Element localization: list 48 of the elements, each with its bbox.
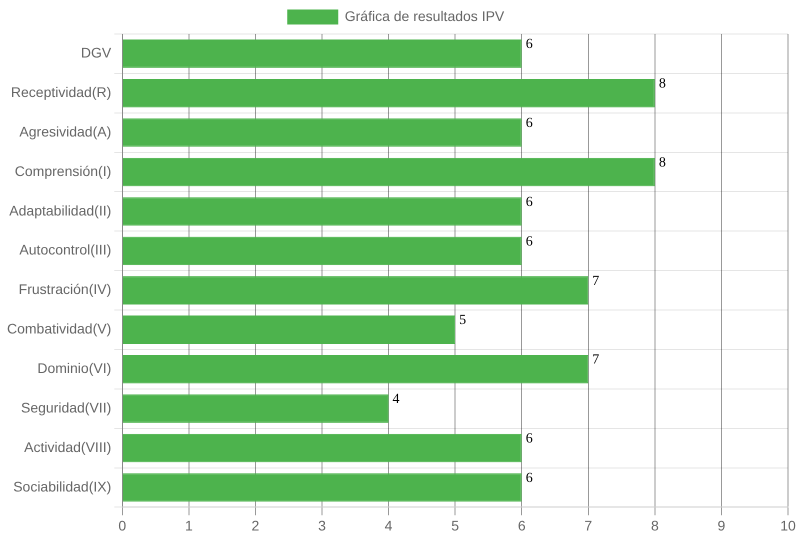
bar [122,78,655,108]
data-label: 8 [658,76,666,92]
x-tick-label: 4 [384,517,393,534]
data-label: 4 [392,392,400,408]
y-tick-label: Dominio(VI) [37,360,112,376]
bar [122,434,522,462]
y-tick-label: Comprensión(I) [14,162,112,179]
data-label: 6 [526,234,533,250]
y-tick-label: Agresividad(A) [19,123,112,140]
x-tick-label: 9 [718,517,726,534]
x-tick-label: 6 [518,517,526,534]
x-tick-label: 8 [650,517,659,534]
y-tick-label: DGV [80,44,112,61]
data-label: 8 [658,155,666,170]
data-label: 6 [526,37,533,52]
x-tick-label: 5 [451,517,460,534]
bar [122,354,588,384]
bar [122,197,522,226]
y-tick-label: Frustración(IV) [18,281,112,298]
legend-label: Gráfica de resultados IPV [344,8,505,24]
y-tick-label: Combatividad(V) [6,320,112,337]
bar [122,276,588,305]
y-tick-label: Autocontrol(III) [19,242,112,258]
y-tick-label: Actividad(VIII) [24,438,112,455]
x-tick-label: 2 [252,517,260,534]
bar [122,158,655,186]
bar [122,316,456,344]
x-tick-label: 3 [318,517,326,534]
data-label: 7 [592,352,600,368]
x-tick-label: 1 [184,517,193,534]
x-tick-label: 7 [584,517,592,534]
data-label: 5 [459,313,466,328]
bar [122,394,389,423]
bar [122,236,522,266]
y-tick-label: Receptividad(R) [10,84,112,100]
bar [122,40,522,68]
y-tick-label: Adaptabilidad(II) [9,202,112,218]
x-tick-label: 0 [118,517,126,534]
bar [122,473,522,502]
bar [122,118,522,147]
y-tick-label: Sociabilidad(IX) [13,478,112,494]
x-tick-label: 10 [780,517,796,534]
y-tick-label: Seguridad(VII) [20,399,112,416]
data-label: 6 [526,194,533,210]
data-label: 7 [592,274,600,289]
data-label: 6 [526,470,533,486]
data-label: 6 [526,432,533,447]
data-label: 6 [526,116,533,132]
